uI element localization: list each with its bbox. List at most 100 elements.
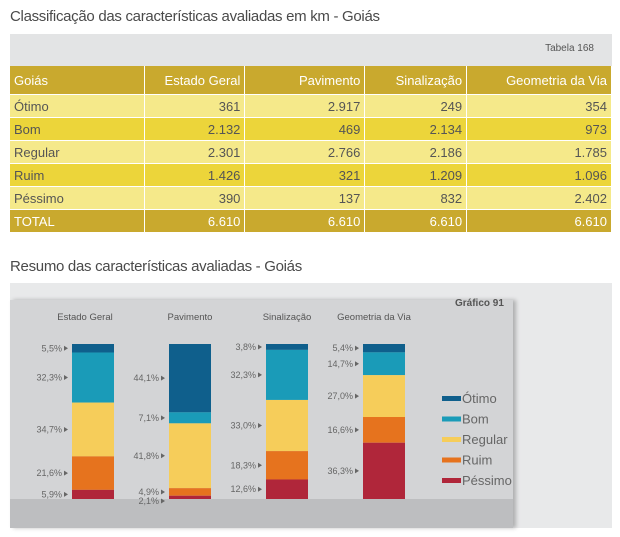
- legend-swatch: [442, 437, 461, 442]
- data-label: 7,1%: [138, 413, 159, 423]
- pointer-arrow-icon: [355, 427, 359, 433]
- table-cell: 6.610: [244, 209, 366, 233]
- bar-segment-ruim: [169, 488, 211, 496]
- data-label: 14,7%: [327, 359, 353, 369]
- bar-segment-ruim: [266, 451, 308, 480]
- legend-label: Ruim: [462, 453, 492, 468]
- data-label: 3,8%: [235, 342, 256, 352]
- table-cell: Estado Geral: [144, 66, 246, 95]
- table-cell: Pavimento: [244, 66, 366, 95]
- pointer-arrow-icon: [64, 491, 68, 497]
- bar-segment-bom: [363, 352, 405, 376]
- pointer-arrow-icon: [355, 468, 359, 474]
- bar-segment-regular: [72, 402, 114, 457]
- data-label: 27,0%: [327, 391, 353, 401]
- pointer-arrow-icon: [64, 345, 68, 351]
- data-label: 4,9%: [138, 487, 159, 497]
- data-label: 32,3%: [36, 373, 62, 383]
- table-cell: 137: [244, 186, 366, 210]
- table-row: Regular 2.301 2.766 2.186 1.785: [10, 140, 612, 164]
- data-table: Goiás Estado Geral Pavimento Sinalização Geo…: [10, 66, 612, 233]
- data-label: 5,5%: [41, 343, 62, 353]
- pointer-arrow-icon: [258, 344, 262, 350]
- bar-segment-ótimo: [72, 344, 114, 353]
- table-number: Tabela 168: [545, 43, 594, 54]
- data-label: 21,6%: [36, 468, 62, 478]
- table-cell: 361: [144, 94, 246, 118]
- bar-segment-bom: [72, 352, 114, 403]
- data-label: 18,3%: [230, 460, 256, 470]
- table-cell: 469: [244, 117, 366, 141]
- legend-label: Bom: [462, 412, 489, 427]
- row-label: TOTAL: [10, 209, 145, 233]
- pointer-arrow-icon: [258, 372, 262, 378]
- bar-segment-ótimo: [169, 344, 211, 413]
- pointer-arrow-icon: [258, 486, 262, 492]
- row-label: Ótimo: [10, 94, 145, 118]
- data-label: 36,3%: [327, 466, 353, 476]
- table-cell: 6.610: [466, 209, 612, 233]
- table-cell: 1.209: [364, 163, 468, 187]
- table-cell: 973: [466, 117, 612, 141]
- table-cell: Geometria da Via: [466, 66, 612, 95]
- data-label: 32,3%: [230, 370, 256, 380]
- table-cell: 2.402: [466, 186, 612, 210]
- pointer-arrow-icon: [258, 423, 262, 429]
- row-label: Goiás: [10, 66, 145, 95]
- table-cell: 249: [364, 94, 468, 118]
- data-label: 5,4%: [332, 343, 353, 353]
- table-cell: 321: [244, 163, 366, 187]
- data-label: 33,0%: [230, 421, 256, 431]
- table-cell: 6.610: [144, 209, 246, 233]
- legend-swatch: [442, 396, 461, 401]
- data-label: 44,1%: [133, 373, 159, 383]
- pointer-arrow-icon: [64, 426, 68, 432]
- category-label: Geometria da Via: [337, 312, 411, 323]
- table-cell: 1.096: [466, 163, 612, 187]
- legend-label: Péssimo: [462, 473, 512, 488]
- category-label: Sinalização: [263, 312, 312, 323]
- data-label: 12,6%: [230, 484, 256, 494]
- chart-floor: [10, 499, 513, 528]
- bar-segment-regular: [169, 423, 211, 489]
- table-cell: 1.785: [466, 140, 612, 164]
- bar-segment-péssimo: [266, 479, 308, 499]
- bar-segment-péssimo: [363, 442, 405, 499]
- row-label: Regular: [10, 140, 145, 164]
- data-label: 34,7%: [36, 424, 62, 434]
- row-label: Ruim: [10, 163, 145, 187]
- bar-segment-ruim: [72, 456, 114, 490]
- table-cell: 1.426: [144, 163, 246, 187]
- total-row: TOTAL 6.610 6.610 6.610 6.610: [10, 209, 612, 233]
- table-row: Bom 2.132 469 2.134 973: [10, 117, 612, 141]
- pointer-arrow-icon: [258, 462, 262, 468]
- pointer-arrow-icon: [161, 375, 165, 381]
- legend-swatch: [442, 478, 461, 483]
- pointer-arrow-icon: [64, 375, 68, 381]
- legend-label: Regular: [462, 432, 508, 447]
- table-cell: 2.301: [144, 140, 246, 164]
- pointer-arrow-icon: [161, 415, 165, 421]
- data-label: 41,8%: [133, 451, 159, 461]
- table-cell: 6.610: [364, 209, 468, 233]
- data-label: 2,1%: [138, 496, 159, 506]
- data-label: 5,9%: [41, 489, 62, 499]
- bar-segment-ótimo: [363, 344, 405, 353]
- pointer-arrow-icon: [161, 489, 165, 495]
- table-row: Ótimo 361 2.917 249 354: [10, 94, 612, 118]
- category-label: Pavimento: [168, 312, 213, 323]
- table-cell: 2.134: [364, 117, 468, 141]
- table-cell: 832: [364, 186, 468, 210]
- pointer-arrow-icon: [355, 345, 359, 351]
- table-cell: 2.132: [144, 117, 246, 141]
- bar-segment-ruim: [363, 417, 405, 443]
- data-label: 16,6%: [327, 425, 353, 435]
- row-label: Péssimo: [10, 186, 145, 210]
- bar-segment-ótimo: [266, 344, 308, 350]
- table-cell: 354: [466, 94, 612, 118]
- row-label: Bom: [10, 117, 145, 141]
- table-title: Classificação das características avalia…: [10, 8, 380, 25]
- table-caption-bar: Tabela 168: [10, 34, 612, 66]
- pointer-arrow-icon: [355, 393, 359, 399]
